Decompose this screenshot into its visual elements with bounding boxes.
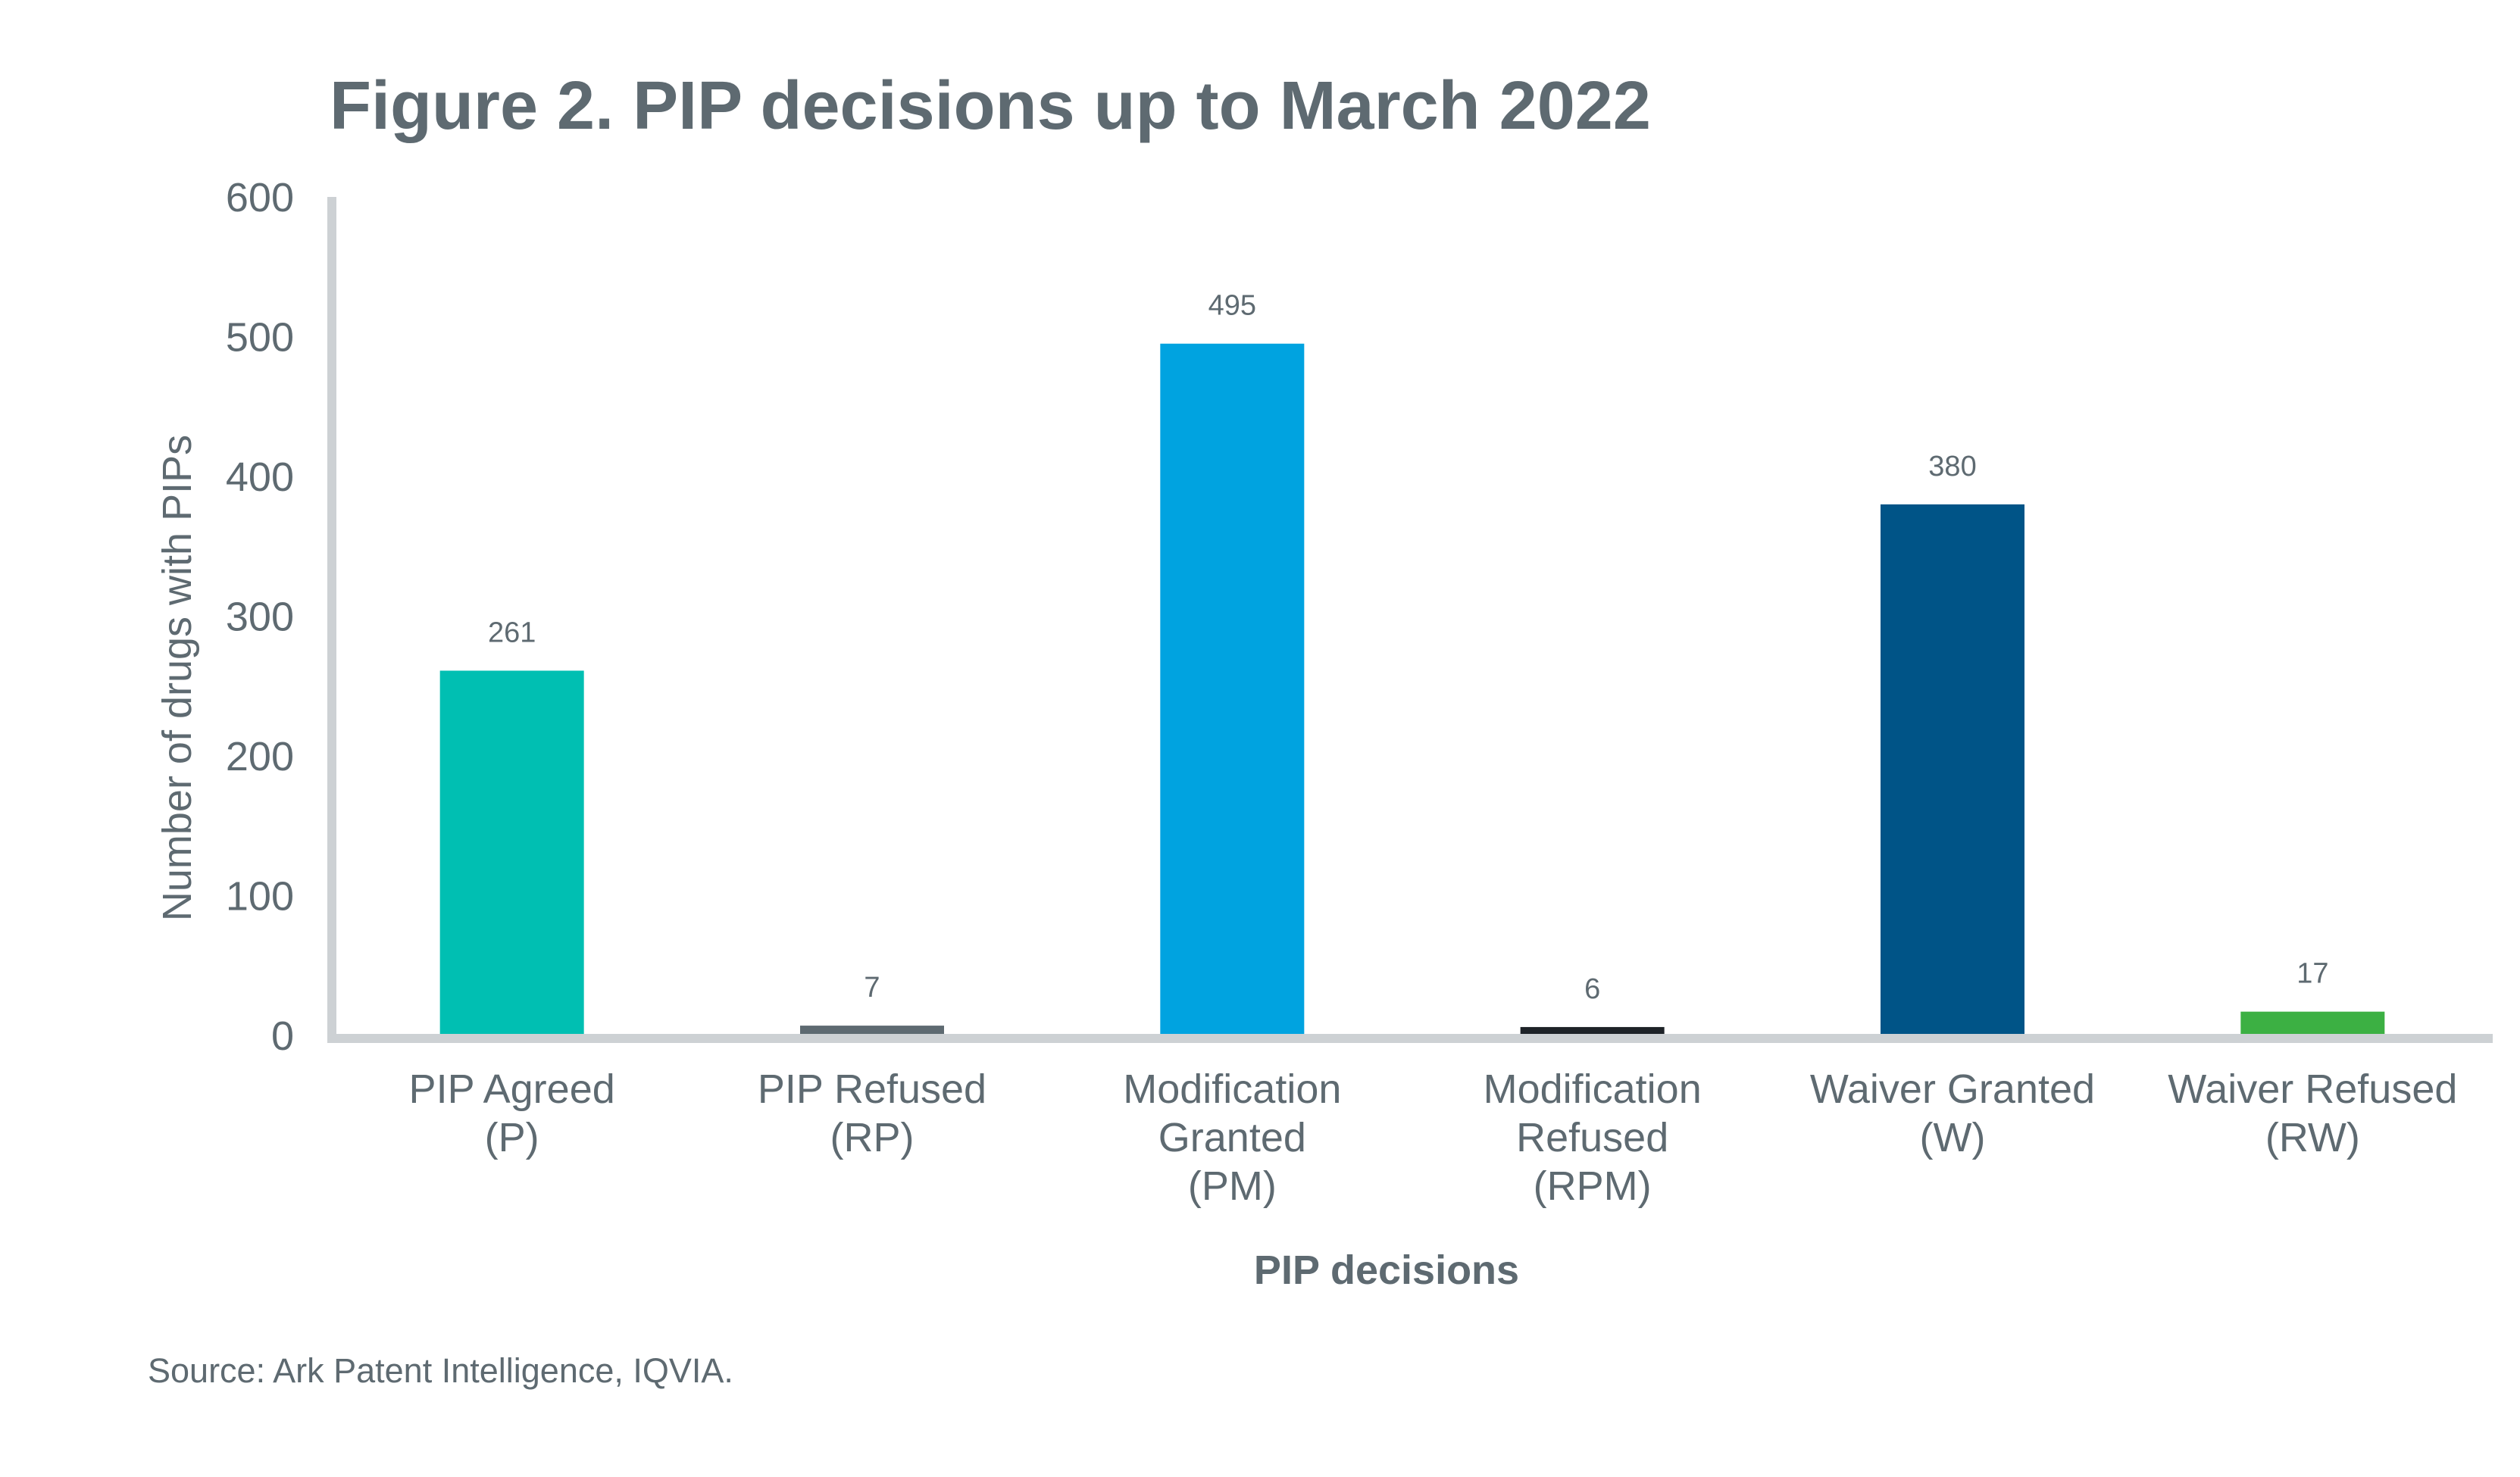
x-axis-ticks: PIP Agreed (P) PIP Refused (RP) Modification…	[409, 1066, 2458, 1209]
data-label: 17	[2296, 958, 2328, 990]
x-tick-label: PIP Agreed (P)	[409, 1066, 615, 1160]
x-tick-label: Waiver Granted (W)	[1810, 1066, 2095, 1160]
data-label: 380	[1928, 451, 1976, 482]
data-label: 7	[864, 972, 880, 1004]
y-tick-label: 100	[226, 874, 294, 920]
x-tick-label: PIP Refused (RP)	[758, 1066, 986, 1160]
chart-title: Figure 2. PIP decisions up to March 2022	[330, 68, 1651, 144]
y-tick-label: 200	[226, 734, 294, 779]
y-tick-label: 600	[226, 175, 294, 220]
bar	[1160, 343, 1305, 1036]
y-axis-ticks: 0 100 200 300 400 500 600	[226, 175, 294, 1059]
source-note: Source: Ark Patent Intelligence, IQVIA.	[148, 1351, 733, 1390]
bar	[800, 1026, 944, 1035]
data-label: 261	[488, 617, 536, 648]
x-tick-label: Modification Granted (PM)	[1123, 1066, 1341, 1209]
data-label: 495	[1208, 290, 1256, 322]
y-tick-label: 300	[226, 595, 294, 640]
bar	[1881, 504, 2024, 1035]
bar	[439, 670, 584, 1035]
x-tick-label: Waiver Refused (RW)	[2168, 1066, 2457, 1160]
data-label: 6	[1584, 973, 1600, 1005]
bar	[2240, 1011, 2385, 1035]
bars	[439, 343, 2385, 1036]
x-axis-label: PIP decisions	[1254, 1247, 1519, 1293]
x-tick-label: Modification Refused (RPM)	[1484, 1066, 1702, 1209]
y-tick-label: 500	[226, 315, 294, 361]
y-axis-label: Number of drugs with PIPs	[155, 435, 200, 921]
bar	[1520, 1026, 1665, 1035]
data-labels: 261 7 495 6 380 17	[488, 290, 2329, 1005]
y-tick-label: 0	[271, 1013, 294, 1059]
y-tick-label: 400	[226, 454, 294, 500]
